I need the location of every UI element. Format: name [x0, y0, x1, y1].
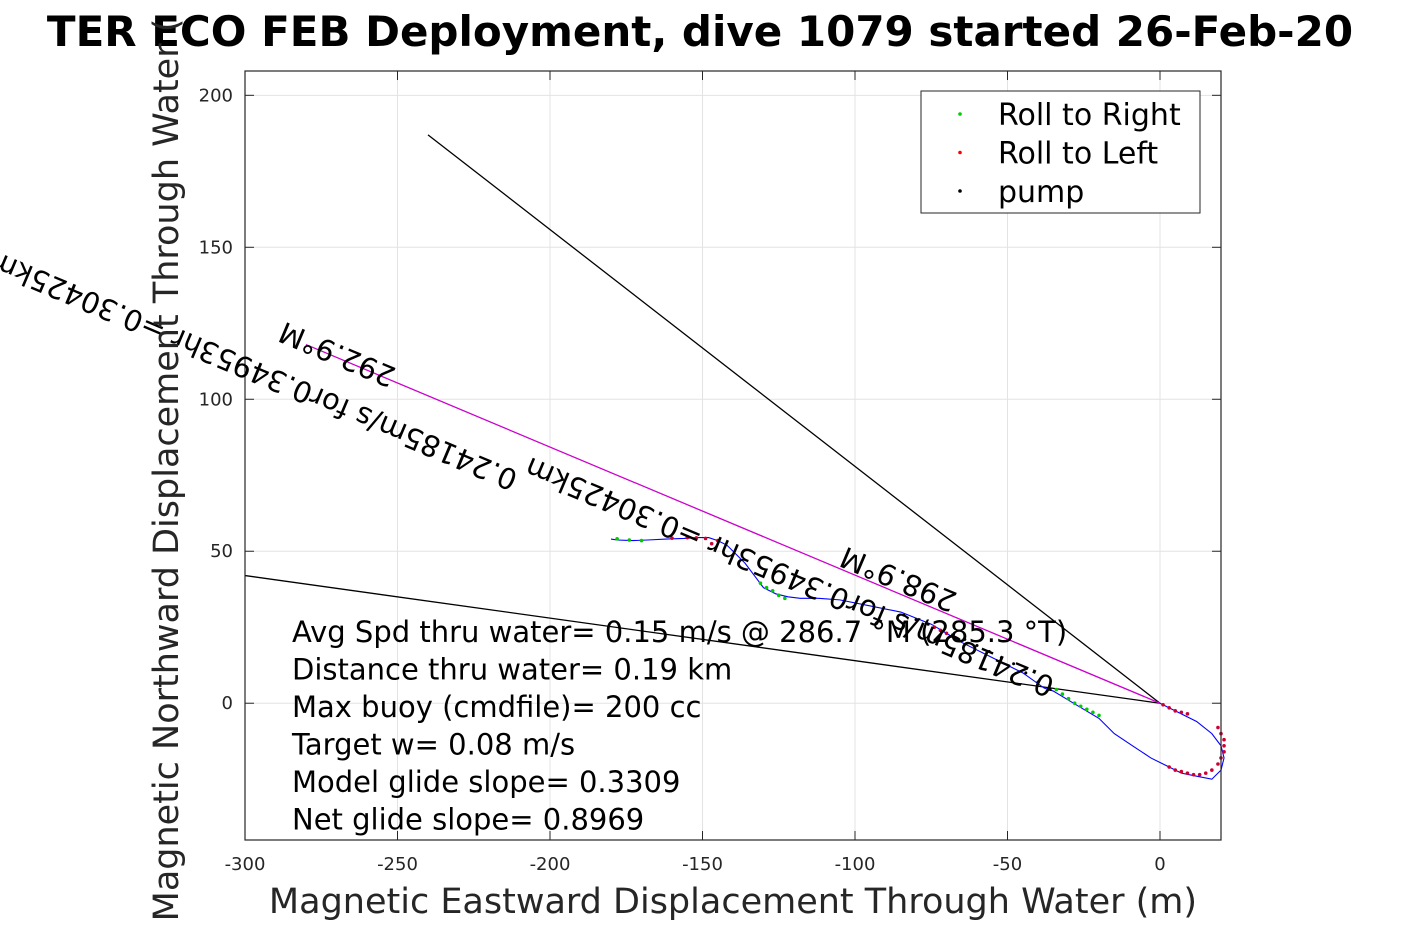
pump-point [963, 637, 967, 641]
roll-left-point [703, 536, 708, 541]
info-line: Net glide slope= 0.8969 [292, 803, 644, 837]
roll-left-point [670, 536, 674, 540]
x-axis-label: Magnetic Eastward Displacement Through W… [269, 882, 1197, 922]
roll-left-point [1191, 772, 1196, 777]
y-tick-label: 150 [199, 237, 233, 258]
roll-left-point [1185, 771, 1190, 775]
info-line: Avg Spd thru water= 0.15 m/s @ 286.7 °M … [292, 615, 1067, 649]
roll-left-point [1173, 768, 1178, 772]
roll-right-point [776, 593, 781, 598]
roll-right-point [1060, 692, 1065, 696]
roll-right-point [615, 536, 619, 541]
pump-point [926, 622, 930, 626]
info-line: Distance thru water= 0.19 km [292, 653, 732, 687]
pump-point [1024, 671, 1028, 675]
roll-left-point [694, 536, 699, 540]
roll-left-point [1222, 750, 1226, 754]
axes-frame [244, 70, 1222, 841]
x-tick-label: -150 [682, 854, 723, 875]
x-tick-label: -250 [377, 854, 418, 875]
roll-right-point [1066, 696, 1071, 701]
roll-left-point [1185, 712, 1190, 716]
y-tick-label: 200 [199, 85, 233, 106]
roll-right-point [1091, 710, 1095, 715]
legend-marker [958, 189, 962, 193]
heading-annotation: 0.24185m/s for0.34953hr =0.30425km [0, 244, 522, 497]
roll-right-point [764, 585, 769, 590]
roll-right-point [639, 538, 644, 543]
x-tick-label: -300 [225, 854, 266, 875]
roll-right-point [783, 596, 787, 601]
roll-left-point [1210, 768, 1214, 772]
roll-right-point [758, 581, 763, 585]
roll-left-point [1167, 705, 1171, 710]
pump-point [975, 643, 979, 647]
pump-point [999, 656, 1003, 660]
chart-title: TER ECO FEB Deployment, dive 1079 starte… [47, 7, 1353, 56]
roll-left-point [1167, 765, 1171, 769]
roll-left-point [709, 541, 714, 546]
pump-point [1048, 688, 1052, 692]
x-tick-label: -50 [993, 854, 1022, 875]
roll-right-point [627, 538, 632, 542]
legend-label: Roll to Left [998, 137, 1158, 172]
info-line: Max buoy (cmdfile)= 200 cc [292, 690, 701, 724]
roll-left-point [1222, 737, 1226, 742]
legend-label: pump [998, 175, 1084, 210]
heading-line [427, 134, 1161, 704]
y-tick-label: 100 [199, 389, 233, 410]
roll-left-point [1203, 771, 1208, 775]
pump-point [1036, 680, 1040, 684]
info-text-block: Avg Spd thru water= 0.15 m/s @ 286.7 °M … [291, 615, 1067, 837]
roll-points [615, 535, 1226, 777]
heading-line [305, 343, 1161, 704]
legend-box [920, 90, 1201, 214]
legend-marker [958, 112, 962, 116]
roll-left-point [685, 535, 690, 540]
roll-left-point [1222, 743, 1226, 748]
roll-left-point [938, 628, 943, 633]
y-tick-label: 0 [222, 693, 233, 714]
info-line: Target w= 0.08 m/s [291, 728, 575, 762]
heading-line [245, 574, 1161, 704]
x-tick-label: -200 [530, 854, 571, 875]
info-line: Model glide slope= 0.3309 [292, 765, 680, 799]
roll-right-point [1072, 701, 1077, 706]
roll-left-point [1179, 710, 1184, 715]
roll-left-point [1197, 772, 1202, 777]
roll-right-point [1054, 687, 1059, 692]
roll-left-point [1216, 725, 1220, 730]
roll-left-point [715, 538, 720, 543]
roll-right-point [770, 588, 775, 593]
roll-left-point [944, 631, 949, 636]
pump-point [987, 650, 991, 654]
y-tick-label: 50 [210, 541, 233, 562]
roll-right-point [1078, 704, 1083, 709]
roll-left-point [932, 625, 937, 630]
legend-marker [958, 150, 962, 155]
axis-ticks: -300 -250 -200 -150 -100 -50 0 0 50 100 150 200 [199, 71, 1221, 875]
x-tick-label: -100 [835, 854, 876, 875]
roll-left-point [1173, 709, 1178, 713]
legend-label: Roll to Right [998, 98, 1181, 133]
y-axis-label: Magnetic Northward Displacement Through … [147, 19, 187, 922]
reference-lines [245, 134, 1161, 704]
roll-right-point [1097, 713, 1101, 718]
x-tick-label: 0 [1154, 854, 1165, 875]
roll-left-point [1216, 762, 1220, 766]
pump-point [914, 618, 918, 622]
pump-point [1012, 662, 1016, 666]
roll-left-point [1161, 702, 1165, 707]
pump-point [951, 633, 955, 637]
roll-right-point [1085, 707, 1089, 712]
pump-point [902, 613, 906, 617]
roll-left-point [1179, 769, 1184, 774]
